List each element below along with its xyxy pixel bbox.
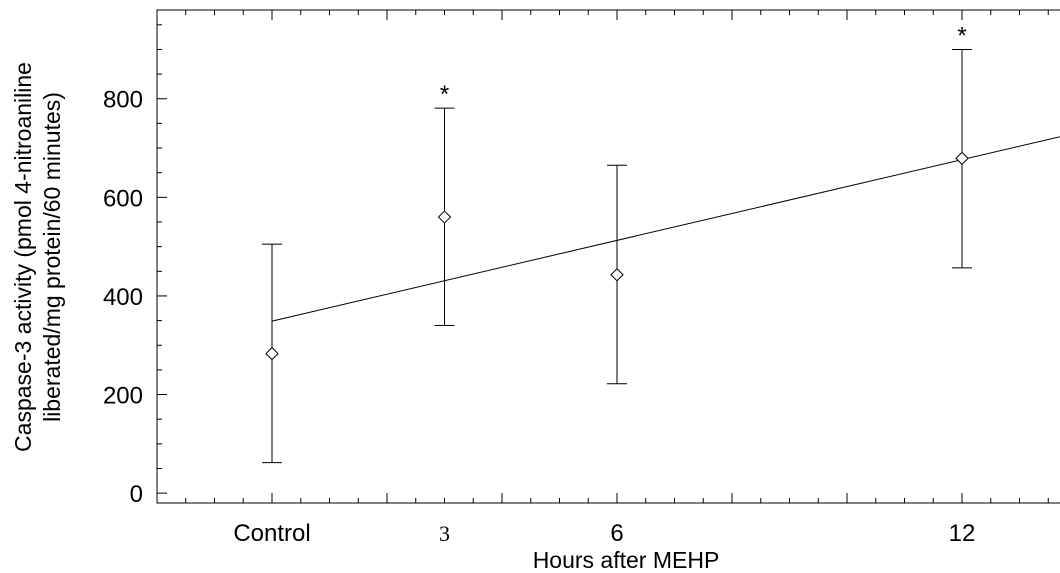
- significance-marker: *: [957, 22, 966, 49]
- data-point-group: [262, 243, 282, 464]
- y-axis-label-line1: Caspase-3 activity (pmol 4-nitroaniline: [10, 62, 36, 452]
- plot-frame: [156, 9, 1060, 504]
- significance-marker: *: [440, 81, 449, 108]
- y-axis: 0 200 400 600 800: [103, 24, 167, 508]
- x-tick-label: 6: [610, 520, 623, 547]
- data-point-group: *: [952, 22, 972, 269]
- y-tick-label: 400: [103, 284, 143, 311]
- x-axis: Control 3 6 12: [156, 10, 1049, 547]
- data-point: [265, 346, 279, 361]
- data-point-group: [607, 164, 627, 385]
- y-tick-label: 800: [103, 87, 143, 114]
- y-tick-label: 600: [103, 185, 143, 212]
- x-tick-label: Control: [233, 520, 310, 547]
- y-axis-label-line2: liberated/mg protein/60 minutes): [39, 92, 65, 422]
- data-point: [610, 268, 624, 282]
- x-tick-label: 3: [439, 521, 450, 546]
- trend-line: [271, 136, 1060, 322]
- data-point-group: *: [434, 81, 455, 327]
- data-point: [437, 210, 452, 224]
- x-axis-label: Hours after MEHP: [533, 547, 720, 573]
- data-point: [955, 151, 969, 166]
- x-tick-label: 12: [949, 520, 976, 547]
- y-tick-label: 200: [103, 383, 143, 410]
- data-points: **: [262, 22, 972, 464]
- y-axis-label: Caspase-3 activity (pmol 4-nitroaniline …: [10, 62, 65, 452]
- y-tick-label: 0: [130, 481, 143, 508]
